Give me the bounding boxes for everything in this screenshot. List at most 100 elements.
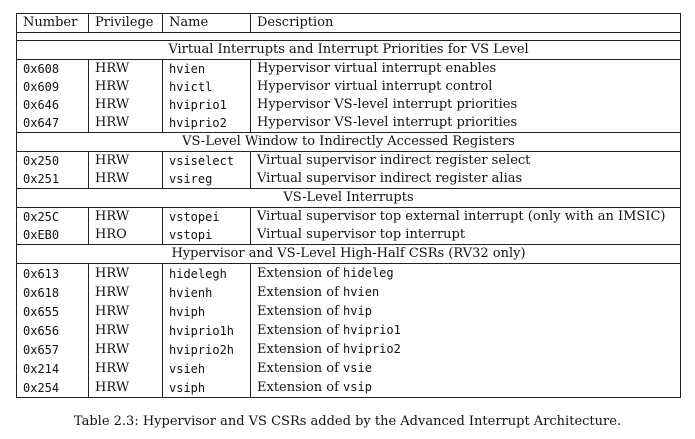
csr-privilege: HRW xyxy=(88,321,163,340)
csr-number: 0x657 xyxy=(16,340,89,359)
csr-description: Virtual supervisor top external interrup… xyxy=(250,207,681,226)
description-text: Virtual supervisor top interrupt xyxy=(257,227,466,242)
description-text: Extension of xyxy=(257,266,344,281)
csr-description: Extension of vsip xyxy=(250,378,681,398)
section-title: Virtual Interrupts and Interrupt Priorit… xyxy=(16,40,681,60)
description-text: Extension of xyxy=(257,285,344,300)
description-text: Hypervisor VS-level interrupt priorities xyxy=(257,115,518,130)
csr-number: 0x646 xyxy=(16,96,89,114)
table-row: 0x251 HRW vsireg Virtual supervisor indirec… xyxy=(16,170,681,189)
csr-description: Extension of hvien xyxy=(250,283,681,302)
csr-number: 0x656 xyxy=(16,321,89,340)
csr-privilege: HRW xyxy=(88,170,163,189)
csr-number: 0x25C xyxy=(16,207,89,226)
csr-number: 0x618 xyxy=(16,283,89,302)
table-row: 0x646 HRW hviprio1 Hypervisor VS-level inte… xyxy=(16,96,681,114)
header-gap-cell xyxy=(16,32,681,41)
csr-privilege: HRW xyxy=(88,114,163,133)
description-text: Virtual supervisor top external interrup… xyxy=(257,209,666,224)
csr-description: Extension of hviprio1 xyxy=(250,321,681,340)
table-row: 0x655 HRW hviph Extension of hvip xyxy=(16,302,681,321)
table-row: 0x25C HRW vstopei Virtual supervisor top ex… xyxy=(16,207,681,226)
csr-privilege: HRO xyxy=(88,226,163,245)
csr-number: 0x655 xyxy=(16,302,89,321)
caption-text: Table 2.3: Hypervisor and VS CSRs added … xyxy=(73,414,622,429)
description-text: Extension of xyxy=(257,380,344,395)
csr-privilege: HRW xyxy=(88,59,163,78)
section-title: VS-Level Window to Indirectly Accessed R… xyxy=(16,132,681,152)
csr-description: Hypervisor VS-level interrupt priorities xyxy=(250,96,681,114)
description-code: vsie xyxy=(343,361,372,375)
description-code: vsip xyxy=(343,380,372,394)
description-code: hvien xyxy=(343,285,380,299)
csr-name: hidelegh xyxy=(162,263,251,283)
csr-name: vsieh xyxy=(162,359,251,378)
description-text: Extension of xyxy=(257,304,344,319)
csr-number: 0x613 xyxy=(16,263,89,283)
section-title: VS-Level Interrupts xyxy=(16,188,681,208)
table-row: 0x214 HRW vsieh Extension of vsie xyxy=(16,359,681,378)
csr-number: 0x608 xyxy=(16,59,89,78)
description-text: Virtual supervisor indirect register ali… xyxy=(257,171,523,186)
table-header-row: Number Privilege Name Description xyxy=(16,13,681,33)
table-body: Virtual Interrupts and Interrupt Priorit… xyxy=(16,32,681,398)
table-row: 0x608 HRW hvien Hypervisor virtual interrup… xyxy=(16,59,681,78)
csr-name: vsireg xyxy=(162,170,251,189)
table-row: 0x254 HRW vsiph Extension of vsip xyxy=(16,378,681,398)
section-title: Hypervisor and VS-Level High-Half CSRs (… xyxy=(16,244,681,264)
table-caption: Table 2.3: Hypervisor and VS CSRs added … xyxy=(0,414,695,429)
table-row: 0x613 HRW hidelegh Extension of hideleg xyxy=(16,263,681,283)
csr-name: vsiselect xyxy=(162,151,251,170)
description-text: Virtual supervisor indirect register sel… xyxy=(257,153,531,168)
section-row: Hypervisor and VS-Level High-Half CSRs (… xyxy=(16,244,681,264)
csr-name: vstopei xyxy=(162,207,251,226)
description-text: Extension of xyxy=(257,323,344,338)
csr-name: vsiph xyxy=(162,378,251,398)
table-row: 0x647 HRW hviprio2 Hypervisor VS-level inte… xyxy=(16,114,681,133)
table-row: 0xEB0 HRO vstopi Virtual supervisor top int… xyxy=(16,226,681,245)
table-row: 0x657 HRW hviprio2h Extension of hviprio2 xyxy=(16,340,681,359)
csr-number: 0x254 xyxy=(16,378,89,398)
csr-privilege: HRW xyxy=(88,359,163,378)
section-row: VS-Level Window to Indirectly Accessed R… xyxy=(16,132,681,152)
csr-name: hviph xyxy=(162,302,251,321)
csr-description: Hypervisor VS-level interrupt priorities xyxy=(250,114,681,133)
header-gap xyxy=(16,32,681,41)
header-description: Description xyxy=(250,13,681,33)
table-row: 0x618 HRW hvienh Extension of hvien xyxy=(16,283,681,302)
header-number: Number xyxy=(16,13,89,33)
description-code: hideleg xyxy=(343,266,394,280)
csr-name: vstopi xyxy=(162,226,251,245)
header-name: Name xyxy=(162,13,251,33)
section-row: Virtual Interrupts and Interrupt Priorit… xyxy=(16,40,681,60)
csr-privilege: HRW xyxy=(88,78,163,96)
csr-privilege: HRW xyxy=(88,96,163,114)
description-code: hviprio1 xyxy=(343,323,401,337)
csr-name: hviprio2 xyxy=(162,114,251,133)
csr-number: 0x251 xyxy=(16,170,89,189)
csr-number: 0x647 xyxy=(16,114,89,133)
csr-description: Extension of hideleg xyxy=(250,263,681,283)
table-row: 0x609 HRW hvictl Hypervisor virtual interru… xyxy=(16,78,681,96)
csr-number: 0x250 xyxy=(16,151,89,170)
csr-description: Virtual supervisor indirect register sel… xyxy=(250,151,681,170)
description-text: Hypervisor virtual interrupt enables xyxy=(257,61,497,76)
csr-description: Hypervisor virtual interrupt enables xyxy=(250,59,681,78)
description-code: hvip xyxy=(343,304,372,318)
csr-privilege: HRW xyxy=(88,151,163,170)
section-row: VS-Level Interrupts xyxy=(16,188,681,208)
csr-privilege: HRW xyxy=(88,207,163,226)
description-code: hviprio2 xyxy=(343,342,401,356)
csr-privilege: HRW xyxy=(88,302,163,321)
description-text: Hypervisor VS-level interrupt priorities xyxy=(257,97,518,112)
description-text: Extension of xyxy=(257,342,344,357)
csr-number: 0xEB0 xyxy=(16,226,89,245)
csr-description: Extension of hvip xyxy=(250,302,681,321)
csr-name: hvien xyxy=(162,59,251,78)
header-privilege: Privilege xyxy=(88,13,163,33)
description-text: Extension of xyxy=(257,361,344,376)
csr-description: Virtual supervisor top interrupt xyxy=(250,226,681,245)
csr-privilege: HRW xyxy=(88,283,163,302)
csr-name: hviprio1 xyxy=(162,96,251,114)
